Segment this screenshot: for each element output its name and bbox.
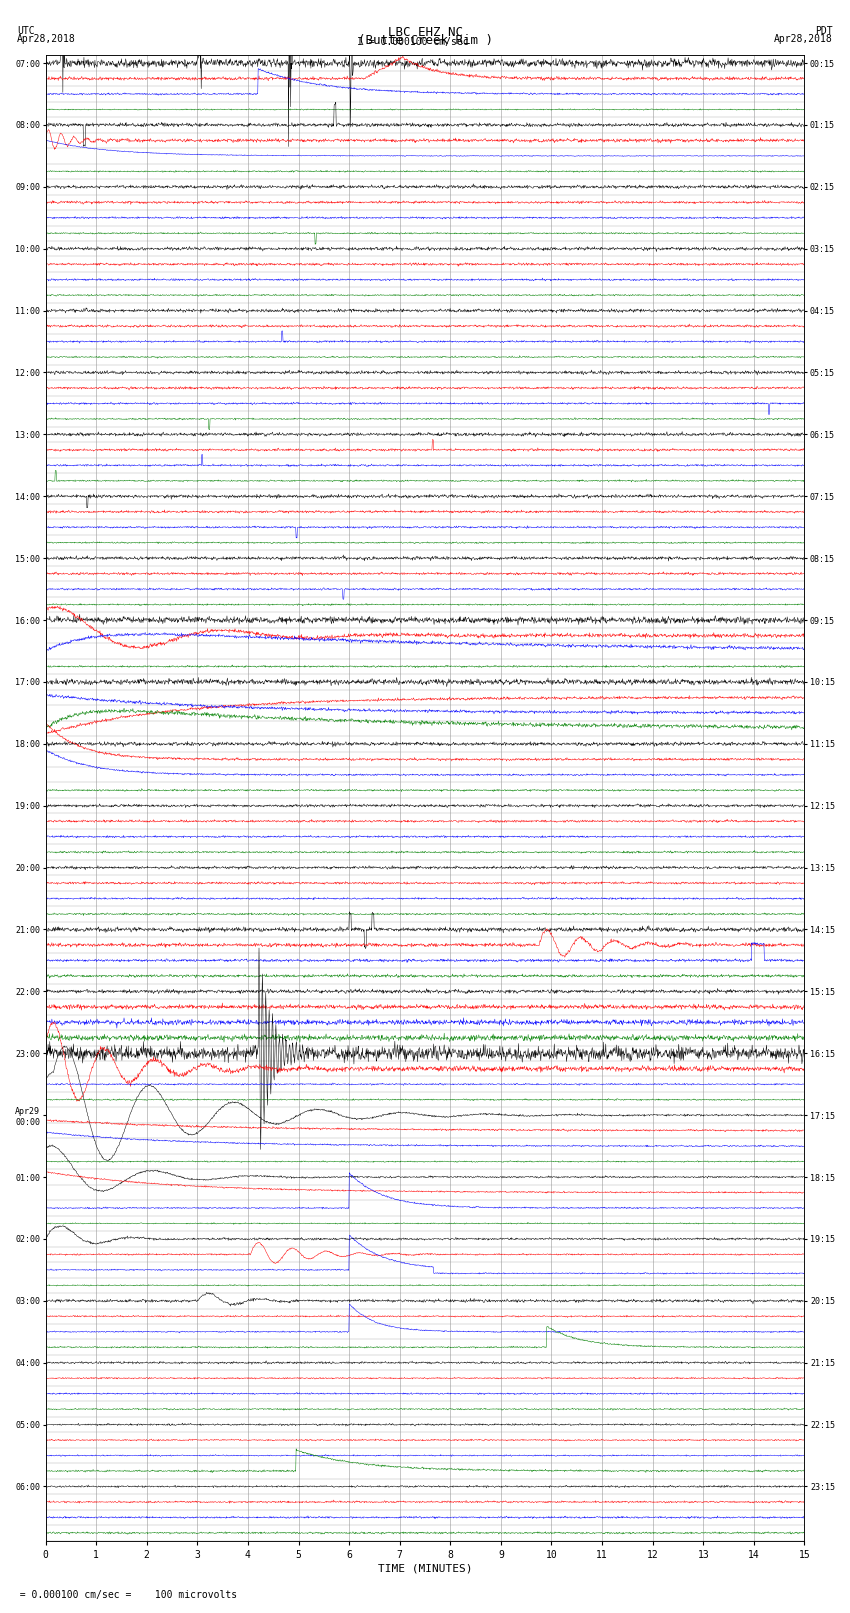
X-axis label: TIME (MINUTES): TIME (MINUTES) [377, 1565, 473, 1574]
Text: UTC: UTC [17, 26, 35, 35]
Text: I = 0.000100 cm/sec: I = 0.000100 cm/sec [357, 37, 468, 47]
Text: = 0.000100 cm/sec =    100 microvolts: = 0.000100 cm/sec = 100 microvolts [8, 1590, 238, 1600]
Text: Apr28,2018: Apr28,2018 [17, 34, 76, 44]
Text: (Butte Creek Rim ): (Butte Creek Rim ) [358, 34, 492, 47]
Text: LBC EHZ NC: LBC EHZ NC [388, 26, 462, 39]
Text: Apr28,2018: Apr28,2018 [774, 34, 833, 44]
Text: PDT: PDT [815, 26, 833, 35]
